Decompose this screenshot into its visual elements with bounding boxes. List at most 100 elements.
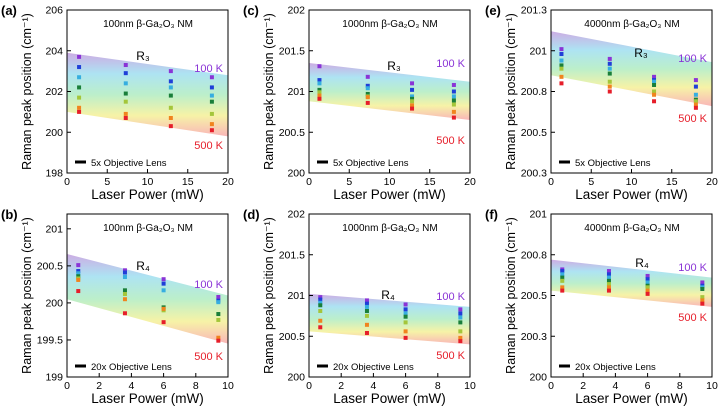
legend-text: 5x Objective Lens: [91, 158, 167, 169]
data-point: [122, 274, 127, 279]
data-point: [209, 93, 214, 98]
y-tick-label: 201.5: [279, 45, 305, 57]
data-point: [76, 274, 81, 279]
sample-title: 100nm β-Ga₂O₃ NM: [103, 19, 193, 30]
data-point: [607, 71, 612, 76]
x-axis-label: Laser Power (mW): [575, 187, 688, 202]
y-tick-label: 200: [45, 127, 63, 139]
data-point: [364, 313, 369, 318]
y-tick-label: 199.5: [37, 334, 63, 346]
sample-title: 1000nm β-Ga₂O₃ NM: [342, 19, 437, 30]
data-point: [451, 102, 456, 107]
x-axis-label: Laser Power (mW): [333, 187, 446, 202]
label-100k: 100 K: [194, 63, 223, 75]
data-point: [403, 302, 408, 307]
data-point: [209, 111, 214, 116]
x-tick-label: 2: [96, 380, 102, 392]
data-point: [652, 89, 657, 94]
data-point: [364, 298, 369, 303]
data-point: [317, 87, 322, 92]
y-tick-label: 201.5: [279, 249, 305, 261]
data-point: [365, 86, 370, 91]
sample-title: 100nm β-Ga₂O₃ NM: [103, 223, 193, 234]
chart-svg-b: 0 2 4 6 8 10 199 199.5 200 200.5 201 Laser Power (m…: [1, 207, 234, 406]
temperature-band: [67, 254, 228, 344]
data-point: [693, 99, 698, 104]
data-point: [365, 100, 370, 105]
data-point: [607, 79, 612, 84]
plot-frame: [66, 213, 229, 378]
data-point: [161, 306, 166, 311]
data-point: [216, 317, 221, 322]
data-point: [607, 84, 612, 89]
data-point: [693, 105, 698, 110]
data-point: [403, 320, 408, 325]
y-tick-label: 200: [45, 297, 63, 309]
data-point: [122, 270, 127, 275]
x-tick-label: 2: [580, 380, 586, 392]
data-point: [607, 89, 612, 94]
data-point: [122, 288, 127, 293]
y-tick-label: 200.3: [521, 168, 547, 180]
data-point: [216, 338, 221, 343]
label-500k: 500 K: [436, 135, 465, 147]
legend-text: 20x Objective Lens: [575, 362, 656, 373]
chart-svg-d: 0 2 4 6 8 10 200 200.5 201 201.5 202 Laser Power (m…: [243, 207, 476, 406]
data-point: [410, 99, 415, 104]
data-point: [700, 280, 705, 285]
data-point: [168, 93, 173, 98]
data-point: [364, 308, 369, 313]
x-axis-label: Laser Power (mW): [91, 391, 204, 406]
data-point: [645, 285, 650, 290]
y-axis-label: Raman peak position (cm⁻¹): [20, 13, 34, 170]
x-tick-label: 15: [424, 176, 436, 188]
data-point: [410, 94, 415, 99]
data-point: [123, 81, 128, 86]
data-point: [458, 307, 463, 312]
data-point: [693, 92, 698, 97]
x-tick-label: 10: [384, 176, 396, 188]
x-axis-label: Laser Power (mW): [333, 391, 446, 406]
data-point: [123, 91, 128, 96]
x-tick-label: 10: [222, 380, 234, 392]
x-tick-label: 6: [403, 380, 409, 392]
data-point: [451, 82, 456, 87]
data-point: [451, 115, 456, 120]
temperature-band: [551, 31, 712, 107]
data-point: [560, 275, 565, 280]
data-point: [458, 329, 463, 334]
x-tick-label: 0: [306, 380, 312, 392]
data-point: [607, 66, 612, 71]
chart-panel-f: 0 2 4 6 8 10 200 200.3 200.5 200.8 201 Laser Power …: [484, 204, 725, 408]
data-point: [317, 93, 322, 98]
data-point: [76, 263, 81, 268]
data-point: [364, 330, 369, 335]
x-tick-label: 6: [161, 380, 167, 392]
data-point: [560, 278, 565, 283]
data-point: [410, 81, 415, 86]
data-point: [209, 85, 214, 90]
data-point: [645, 288, 650, 293]
chart-svg-f: 0 2 4 6 8 10 200 200.3 200.5 200.8 201 Laser Power …: [485, 207, 718, 406]
x-tick-label: 10: [626, 176, 638, 188]
data-point: [560, 288, 565, 293]
data-point: [645, 280, 650, 285]
legend-text: 5x Objective Lens: [333, 158, 409, 169]
data-point: [318, 325, 323, 330]
data-point: [122, 292, 127, 297]
temperature-band: [67, 52, 228, 137]
data-point: [123, 71, 128, 76]
data-point: [652, 74, 657, 79]
chart-panel-d: 0 2 4 6 8 10 200 200.5 201 201.5 202 Laser Power (m…: [242, 204, 484, 408]
data-point: [318, 303, 323, 308]
data-point: [652, 82, 657, 87]
data-point: [123, 99, 128, 104]
data-point: [76, 289, 81, 294]
data-point: [365, 74, 370, 79]
data-point: [645, 273, 650, 278]
chart-panel-a: 0 5 10 15 20 198 200 202 204 206 Laser Power (mW) R…: [0, 0, 242, 204]
y-tick-label: 201: [45, 223, 63, 235]
peak-label: R₄: [635, 256, 649, 270]
temperature-band: [309, 62, 470, 121]
y-tick-label: 201: [287, 290, 305, 302]
